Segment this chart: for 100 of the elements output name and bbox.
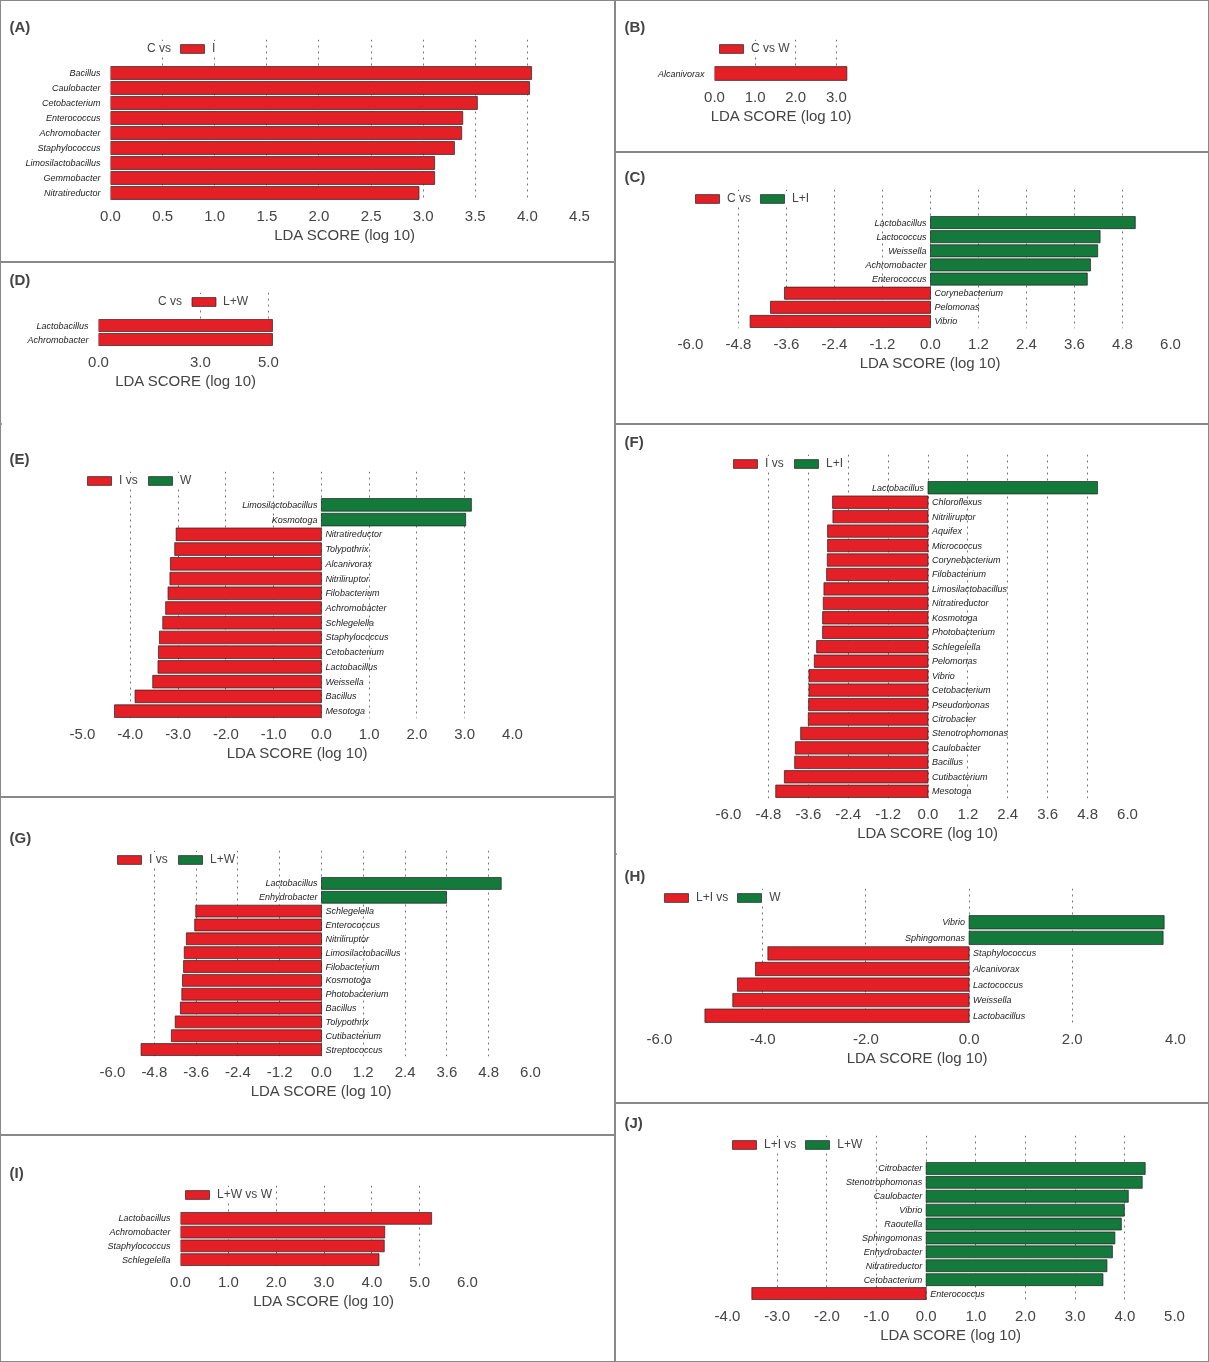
x-tick-label: -1.2 — [869, 334, 896, 352]
x-tick-label: 0.0 — [311, 1062, 332, 1080]
y-tick-label: Aquifex — [931, 526, 963, 537]
x-tick-label: -4.0 — [117, 724, 144, 742]
x-tick-label: 4.0 — [516, 206, 538, 224]
x-tick-label: -2.4 — [835, 804, 862, 822]
x-tick-label: 3.6 — [1064, 334, 1085, 352]
y-tick-label: Weissella — [973, 995, 1012, 1006]
x-tick-label: 3.5 — [464, 206, 486, 224]
y-tick-label: Alcanivorax — [972, 964, 1021, 974]
legend-title: C vs — [157, 294, 182, 308]
legend-label: L+I — [792, 191, 810, 205]
y-tick-label: Photobacterium — [325, 989, 390, 1000]
y-tick-label: Sphingomonas — [862, 1232, 923, 1243]
x-axis-title: LDA SCORE (log 10) — [226, 743, 368, 761]
y-tick-label: Lactobacillus — [118, 1213, 171, 1224]
y-tick-label: Tolypothrix — [325, 1016, 370, 1027]
x-axis-title: LDA SCORE (log 10) — [253, 1291, 395, 1309]
legend-label: L+W vs W — [217, 1187, 273, 1201]
chart-title: (J) — [624, 1113, 643, 1131]
x-tick-label: -2.4 — [821, 334, 848, 352]
y-tick-label: Caulobacter — [51, 83, 102, 93]
x-tick-label: 2.4 — [394, 1062, 416, 1080]
x-tick-label: 1.2 — [968, 334, 989, 352]
legend-label: I — [212, 41, 217, 55]
legend-label: L+W — [222, 294, 249, 308]
y-tick-label: Bacillus — [325, 691, 357, 702]
y-tick-label: Lactobacillus — [874, 217, 927, 228]
x-tick-label: -2.4 — [224, 1062, 251, 1080]
y-tick-label: Cetobacterium — [932, 685, 992, 696]
x-tick-label: 0.0 — [917, 804, 939, 822]
y-tick-label: Vibrio — [899, 1205, 923, 1216]
x-tick-label: 3.0 — [454, 724, 476, 742]
x-tick-label: 1.0 — [744, 87, 766, 105]
x-tick-label: 2.0 — [406, 724, 428, 742]
legend-label: C vs — [727, 191, 751, 205]
x-axis-title: LDA SCORE (log 10) — [115, 371, 257, 389]
x-tick-label: -2.0 — [852, 1029, 879, 1047]
legend-label: W — [769, 890, 782, 904]
x-tick-label: -6.0 — [715, 804, 742, 822]
x-tick-label: 5.0 — [1164, 1306, 1185, 1324]
chart-title: (G) — [9, 828, 32, 846]
x-tick-label: 2.4 — [997, 804, 1019, 822]
x-tick-label: 0.0 — [920, 334, 941, 352]
y-tick-label: Enhydrobacter — [258, 892, 319, 903]
x-axis-title: LDA SCORE (log 10) — [880, 1325, 1022, 1343]
x-tick-label: -1.2 — [875, 804, 902, 822]
x-tick-label: 2.0 — [1015, 1306, 1036, 1324]
y-tick-label: Achromobacter — [38, 128, 102, 138]
x-tick-label: -4.0 — [749, 1029, 776, 1047]
y-tick-label: Nitratireductor — [932, 598, 990, 609]
y-tick-label: Cutibacterium — [325, 1030, 382, 1041]
y-tick-label: Achromobacter — [108, 1227, 172, 1238]
x-tick-label: 0.0 — [100, 206, 121, 224]
legend-label: L+I — [826, 456, 844, 470]
x-tick-label: 3.0 — [190, 352, 211, 370]
x-tick-label: -3.6 — [773, 334, 800, 352]
y-tick-label: Citrobacter — [932, 714, 978, 724]
y-tick-label: Streptococcus — [325, 1044, 384, 1055]
y-tick-label: Caulobacter — [873, 1191, 924, 1202]
y-tick-label: Caulobacter — [932, 742, 982, 753]
y-tick-label: Kosmotoga — [325, 975, 372, 986]
y-tick-label: Achromobacter — [864, 259, 928, 270]
x-tick-label: 5.0 — [257, 352, 279, 370]
x-tick-label: -4.0 — [714, 1306, 741, 1324]
x-tick-label: 0.0 — [704, 87, 725, 105]
y-tick-label: Pelomonas — [932, 656, 978, 667]
chart-title: (D) — [9, 270, 31, 288]
y-tick-label: Pseudomonas — [932, 699, 991, 710]
legend-label: L+W — [210, 852, 236, 866]
legend-label: W — [180, 473, 193, 487]
y-tick-label: Limosilactobacillus — [325, 947, 402, 958]
y-tick-label: Raoutella — [884, 1219, 923, 1230]
y-tick-label: Nitratireductor — [325, 529, 383, 540]
x-tick-label: 1.0 — [358, 724, 380, 742]
x-tick-label: -6.0 — [646, 1029, 673, 1047]
x-tick-label: 2.0 — [785, 87, 807, 105]
x-tick-label: 2.4 — [1016, 334, 1037, 352]
chart-title: (A) — [9, 17, 31, 35]
y-tick-label: Gemmobacter — [43, 173, 102, 183]
x-tick-label: -3.6 — [795, 804, 822, 822]
y-tick-label: Nitratireductor — [43, 188, 102, 198]
legend-title: C vs — [147, 41, 171, 55]
chart-title: (B) — [624, 17, 646, 35]
y-tick-label: Schlegelella — [325, 906, 375, 917]
x-tick-label: 1.0 — [204, 206, 226, 224]
x-axis-title: LDA SCORE (log 10) — [250, 1081, 392, 1099]
y-tick-label: Limosilactobacillus — [932, 583, 1008, 594]
y-tick-label: Limosilactobacillus — [25, 158, 101, 168]
y-tick-label: Sphingomonas — [905, 932, 966, 943]
y-tick-label: Achromobacter — [26, 334, 90, 345]
y-tick-label: Lactobacillus — [871, 482, 925, 493]
x-tick-label: 1.2 — [957, 804, 979, 822]
y-tick-label: Filobacterium — [325, 588, 380, 599]
legend-label: L+I vs — [764, 1137, 797, 1151]
x-tick-label: -6.0 — [99, 1062, 126, 1080]
x-tick-label: 0.0 — [88, 352, 109, 370]
legend-label: C vs W — [751, 41, 790, 55]
x-tick-label: 4.8 — [1112, 334, 1133, 352]
y-tick-label: Photobacterium — [932, 627, 996, 638]
